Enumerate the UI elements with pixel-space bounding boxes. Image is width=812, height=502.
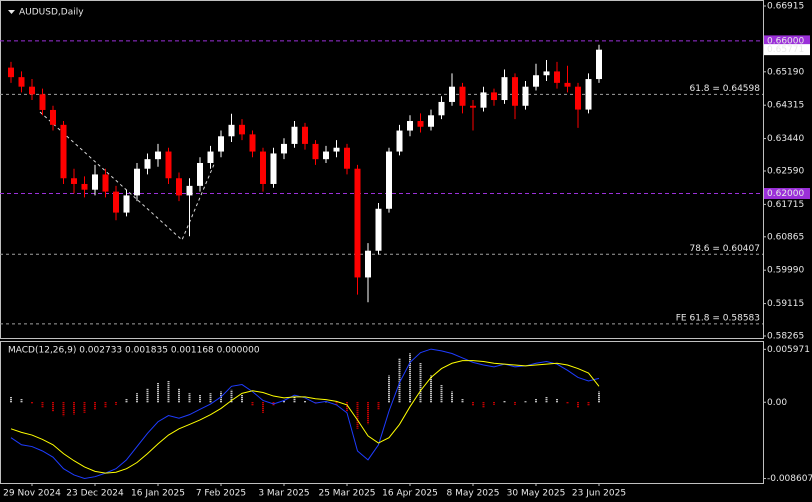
candle-body [239,124,245,135]
y-tick-label: 0.66915 [767,2,804,12]
y-tick-label: 0.60865 [767,232,804,242]
candle-body [365,250,371,278]
y-tick-label: 0.59990 [767,266,804,276]
candle-body [50,109,56,125]
candle-body [512,77,518,106]
level-label-box [764,35,810,47]
candle-body [438,101,445,116]
fibo-label: 78.6 = 0.60407 [689,244,760,254]
x-tick-label: 29 Nov 2024 [3,489,61,499]
candle-body [176,178,182,196]
candle-body [291,126,298,144]
candle-body [155,151,161,160]
macd-line [10,348,600,479]
x-tick-label: 25 Mar 2025 [318,489,375,499]
candle-body [113,191,119,213]
macd-pane-frame [0,341,764,484]
y-tick-label: -0.008607 [767,474,812,484]
y-tick-label: 0.61715 [767,200,804,210]
candle-body [354,168,361,278]
candle-body [249,134,256,152]
y-tick-label: 0.005971 [767,345,810,355]
candle-body [428,115,434,127]
last-price-label: 0.65771 [767,45,804,55]
y-tick-label: 0.58265 [767,332,804,342]
candle-body [585,79,592,110]
title-icon [8,10,15,14]
candle-body [302,126,308,144]
candle-body [459,86,466,106]
main-pane-frame [0,0,764,339]
candle-body [165,151,172,179]
y-tick-label: 0.00 [767,398,787,408]
candle-body [449,86,455,102]
candle-body [480,92,487,108]
candle-body [123,195,130,213]
candle-body [144,159,151,169]
candle-body [596,49,602,80]
fibo-label: 61.8 = 0.64598 [689,84,760,94]
y-tick-label: 0.64315 [767,101,804,111]
last-price-box [764,44,810,56]
level-label: 0.66000 [767,36,804,46]
candle-body [197,162,203,186]
level-label: 0.62000 [767,189,804,199]
fibo-trend-line [39,111,216,241]
chart-title: AUDUSD,Daily [19,8,84,18]
candle-body [186,185,193,196]
candle-body [218,136,224,152]
candle-body [491,92,497,101]
candle-body [543,71,550,76]
candle-body [396,130,403,152]
x-tick-label: 16 Jan 2025 [131,489,185,499]
candle-body [564,82,571,87]
x-tick-label: 23 Dec 2024 [66,489,124,499]
candle-body [228,124,235,137]
candle-body [375,208,382,251]
candle-body [29,86,35,95]
macd-title: MACD(12,26,9) 0.002733 0.001835 0.001168… [8,346,260,356]
candle-body [71,178,77,184]
candle-body [134,168,140,196]
x-tick-label: 3 Mar 2025 [258,489,309,499]
x-tick-label: 7 Feb 2025 [196,489,246,499]
candle-body [81,183,88,190]
y-tick-label: 0.65190 [767,67,804,77]
candle-body [60,124,67,179]
candle-body [554,71,560,83]
candle-body [323,151,329,160]
candle-body [333,147,340,152]
candle-body [102,174,109,192]
x-tick-label: 8 May 2025 [447,489,500,499]
candle-body [281,143,287,154]
candle-body [344,147,350,169]
x-tick-label: 16 Apr 2025 [382,489,438,499]
y-tick-label: 0.63440 [767,134,804,144]
candle-body [18,77,25,87]
y-tick-label: 0.59115 [767,299,804,309]
candle-body [39,94,46,110]
candle-body [522,86,529,106]
candle-body [8,67,14,78]
level-label-box [764,188,810,200]
candle-body [501,77,508,101]
candle-body [312,143,319,160]
x-tick-label: 30 May 2025 [507,489,566,499]
candle-body [386,151,392,209]
candle-body [575,86,581,110]
signal-line [10,360,600,474]
candle-body [270,153,277,184]
candle-body [260,151,266,184]
candle-body [407,121,413,131]
candle-body [92,174,98,190]
candle-body [470,105,476,108]
candle-body [533,75,539,87]
y-tick-label: 0.62590 [767,167,804,177]
candle-body [417,121,424,127]
fibo-label: FE 61.8 = 0.58583 [676,313,760,323]
x-tick-label: 23 Jun 2025 [572,489,626,499]
candle-body [207,151,214,163]
